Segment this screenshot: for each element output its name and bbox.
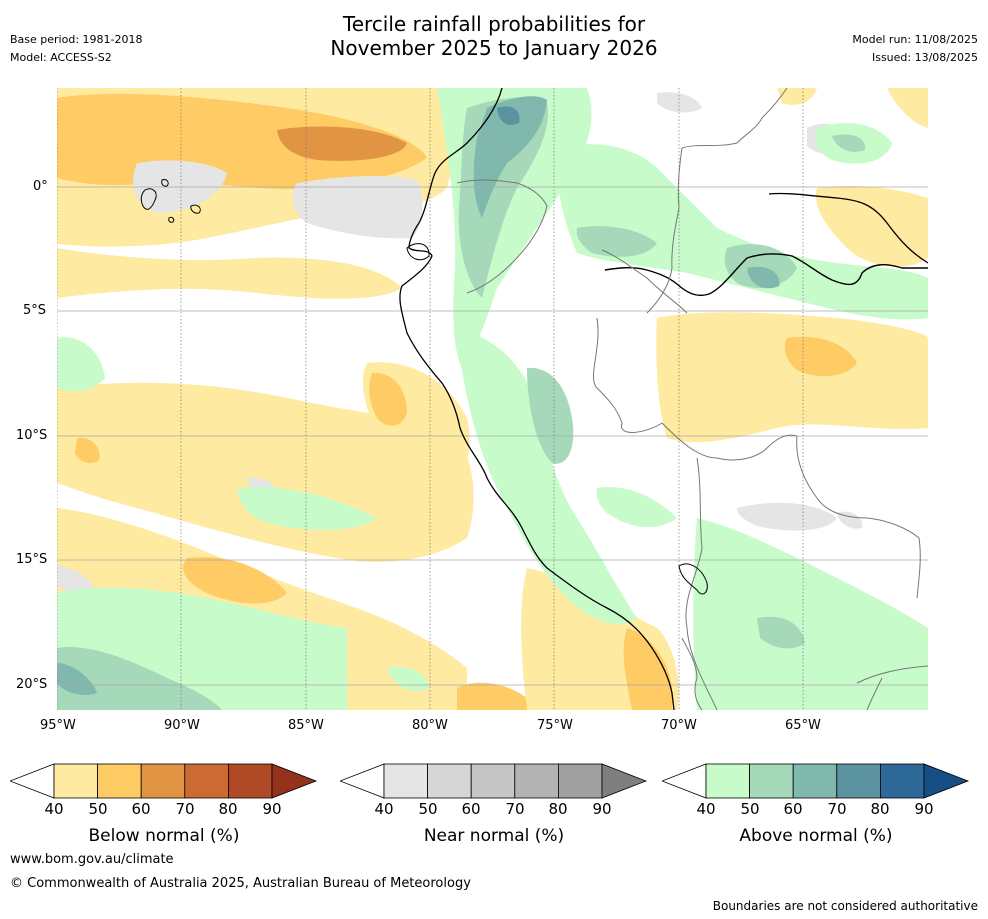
colorbar-near: [338, 762, 648, 804]
near-swatch-4: [514, 763, 559, 799]
copyright-text: © Commonwealth of Australia 2025, Austra…: [10, 876, 471, 891]
map-panel: [57, 88, 928, 710]
gulf-island: [406, 243, 430, 261]
below-swatch-5: [227, 763, 273, 799]
coastline: [399, 88, 675, 710]
below-swatch-4: [184, 763, 229, 799]
lat-tick-0: 0°: [33, 179, 48, 194]
below-legend-label: Below normal (%): [88, 826, 240, 846]
above-tick-50: 50: [740, 800, 760, 818]
below-tick-50: 50: [88, 800, 108, 818]
graticule: [57, 88, 928, 710]
country-borders: [456, 88, 928, 710]
galapagos-islands: [140, 179, 201, 223]
near-legend-label: Near normal (%): [423, 826, 565, 846]
near-tick-80: 80: [548, 800, 568, 818]
model-run: Model run: 11/08/2025: [852, 33, 978, 46]
lon-tick-90w: 90°W: [164, 718, 200, 733]
colorbar-near-svg: [338, 763, 648, 799]
above-swatch-4: [836, 763, 881, 799]
colorbar-below: [8, 762, 318, 804]
lon-tick-80w: 80°W: [412, 718, 448, 733]
near-tick-50: 50: [418, 800, 438, 818]
lat-tick-10s: 10°S: [16, 428, 48, 443]
near-tick-60: 60: [461, 800, 481, 818]
rio-negro: [768, 192, 928, 264]
lake-titicaca: [678, 563, 708, 595]
above-tick-80: 80: [870, 800, 890, 818]
below-swatch-2: [97, 763, 142, 799]
above-tick-40: 40: [696, 800, 716, 818]
lon-tick-95w: 95°W: [40, 718, 76, 733]
below-tick-80: 80: [218, 800, 238, 818]
below-tick-70: 70: [175, 800, 195, 818]
below-high-extend: [271, 763, 318, 799]
near-swatch-3: [470, 763, 516, 799]
amazon-river: [604, 253, 928, 297]
near-high-extend: [601, 763, 648, 799]
above-normal-fields: [57, 88, 928, 710]
below-swatch-1: [53, 763, 98, 799]
lon-tick-65w: 65°W: [785, 718, 821, 733]
above-swatch-3: [792, 763, 838, 799]
map-canvas: [57, 88, 928, 710]
near-swatch-5: [557, 763, 603, 799]
near-tick-70: 70: [505, 800, 525, 818]
near-tick-90: 90: [592, 800, 612, 818]
above-swatch-5: [879, 763, 925, 799]
lat-tick-5s: 5°S: [23, 303, 47, 318]
above-legend-label: Above normal (%): [739, 826, 893, 846]
website-link[interactable]: www.bom.gov.au/climate: [10, 852, 174, 867]
above-swatch-1: [705, 763, 750, 799]
base-period: Base period: 1981-2018: [10, 33, 143, 46]
near-swatch-2: [427, 763, 472, 799]
title-line-1: Tercile rainfall probabilities for: [342, 12, 646, 36]
below-swatch-3: [140, 763, 186, 799]
meta-left: Base period: 1981-2018 Model: ACCESS-S2: [10, 31, 142, 67]
above-high-extend: [923, 763, 970, 799]
lon-tick-75w: 75°W: [537, 718, 573, 733]
below-tick-40: 40: [44, 800, 64, 818]
near-swatch-1: [383, 763, 428, 799]
title-line-2: November 2025 to January 2026: [330, 36, 658, 60]
above-low-extend: [660, 763, 707, 799]
colorbar-above-svg: [660, 763, 970, 799]
boundary-disclaimer: Boundaries are not considered authoritat…: [712, 899, 978, 913]
colorbar-below-svg: [8, 763, 318, 799]
lat-tick-20s: 20°S: [16, 677, 48, 692]
above-tick-70: 70: [827, 800, 847, 818]
near-tick-40: 40: [374, 800, 394, 818]
meta-right: Model run: 11/08/2025 Issued: 13/08/2025: [852, 31, 978, 67]
model-name: Model: ACCESS-S2: [10, 51, 112, 64]
colorbar-above: [660, 762, 970, 804]
below-low-extend: [8, 763, 55, 799]
above-tick-90: 90: [914, 800, 934, 818]
issued-date: Issued: 13/08/2025: [871, 51, 978, 64]
above-tick-60: 60: [783, 800, 803, 818]
above-swatch-2: [749, 763, 794, 799]
lat-tick-15s: 15°S: [16, 552, 48, 567]
near-low-extend: [338, 763, 385, 799]
lon-tick-70w: 70°W: [661, 718, 697, 733]
below-tick-90: 90: [262, 800, 282, 818]
lon-tick-85w: 85°W: [288, 718, 324, 733]
below-tick-60: 60: [131, 800, 151, 818]
map-title: Tercile rainfall probabilities for Novem…: [0, 12, 988, 60]
